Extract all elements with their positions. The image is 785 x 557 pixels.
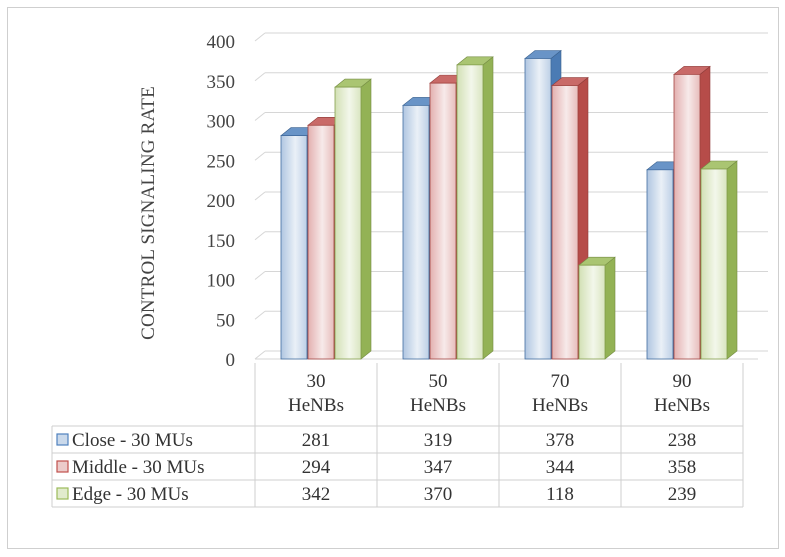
data-table-cell: 238 [668, 430, 697, 451]
data-table: 30 HeNBs 50 HeNBs 70 HeNBs 90 HeNBs Close - 30 M… [51, 363, 744, 508]
bar-side [604, 256, 616, 360]
bar-side [360, 78, 372, 360]
data-table-cell: 294 [302, 457, 331, 478]
bar-front [334, 86, 362, 360]
y-tick-label: 200 [207, 191, 236, 212]
y-axis-title: CONTROL SIGNALING RATE [138, 86, 159, 340]
y-tick-label: 300 [207, 112, 236, 133]
bar [334, 78, 372, 360]
gridline-side [254, 350, 266, 360]
y-tick-label: 50 [216, 310, 235, 331]
x-tick-label: HeNBs [288, 395, 344, 416]
data-table-cell: 342 [302, 484, 331, 505]
bar-front [402, 104, 430, 360]
gridline-side [254, 271, 266, 280]
legend-swatch [56, 487, 69, 500]
legend-label: Middle - 30 MUs [72, 457, 204, 478]
y-tick-label: 400 [207, 32, 236, 53]
y-tick-label: 100 [207, 271, 236, 292]
x-tick-label: 30 [307, 371, 326, 392]
bars [280, 49, 738, 360]
data-table-cell: 358 [668, 457, 697, 478]
x-tick-label: 90 [673, 371, 692, 392]
gridline-side [254, 112, 266, 121]
bar-front [280, 135, 308, 360]
gridline-side [254, 32, 266, 42]
data-table-cell: 378 [546, 430, 575, 451]
y-tick-label: 250 [207, 151, 236, 172]
legend-swatch [56, 433, 69, 446]
x-tick-label: 50 [429, 371, 448, 392]
x-tick-label: HeNBs [654, 395, 710, 416]
bar-front [646, 169, 674, 360]
data-table-cell: 239 [668, 484, 697, 505]
data-table-cell: 344 [546, 457, 575, 478]
bar-front [307, 124, 335, 360]
data-table-cell: 319 [424, 430, 453, 451]
bar-front [456, 64, 484, 360]
gridline-side [254, 231, 266, 241]
bar-front [578, 264, 606, 360]
bar-front [700, 168, 728, 360]
bar-chart: CONTROL SIGNALING RATE 0 50 100 150 200 250 30… [51, 32, 768, 508]
bar [456, 56, 494, 360]
y-tick-label: 150 [207, 231, 236, 252]
legend-label: Close - 30 MUs [72, 430, 193, 451]
data-table-cell: 370 [424, 484, 453, 505]
bar-side [726, 160, 738, 360]
data-table-cell: 118 [546, 484, 574, 505]
data-table-cell: 347 [424, 457, 453, 478]
bar [578, 256, 616, 360]
gridline-side [254, 310, 266, 320]
gridline-side [254, 151, 266, 161]
x-tick-label: HeNBs [532, 395, 588, 416]
bar-front [673, 73, 701, 360]
data-table-cell: 281 [302, 430, 331, 451]
y-tick-label: 350 [207, 72, 236, 93]
x-tick-label: 70 [551, 371, 570, 392]
bar-front [551, 85, 579, 360]
legend-swatch [56, 460, 69, 473]
bar-front [524, 58, 552, 360]
chart-frame: CONTROL SIGNALING RATE 0 50 100 150 200 250 30… [7, 7, 779, 549]
gridline-side [254, 191, 266, 201]
x-tick-label: HeNBs [410, 395, 466, 416]
gridline-side [254, 72, 266, 82]
bar-front [429, 82, 457, 360]
y-tick-label: 0 [226, 350, 236, 371]
bar [700, 160, 738, 360]
legend-label: Edge - 30 MUs [72, 484, 189, 505]
y-axis-ticks: 0 50 100 150 200 250 300 350 400 [207, 32, 236, 371]
bar-side [482, 56, 494, 360]
